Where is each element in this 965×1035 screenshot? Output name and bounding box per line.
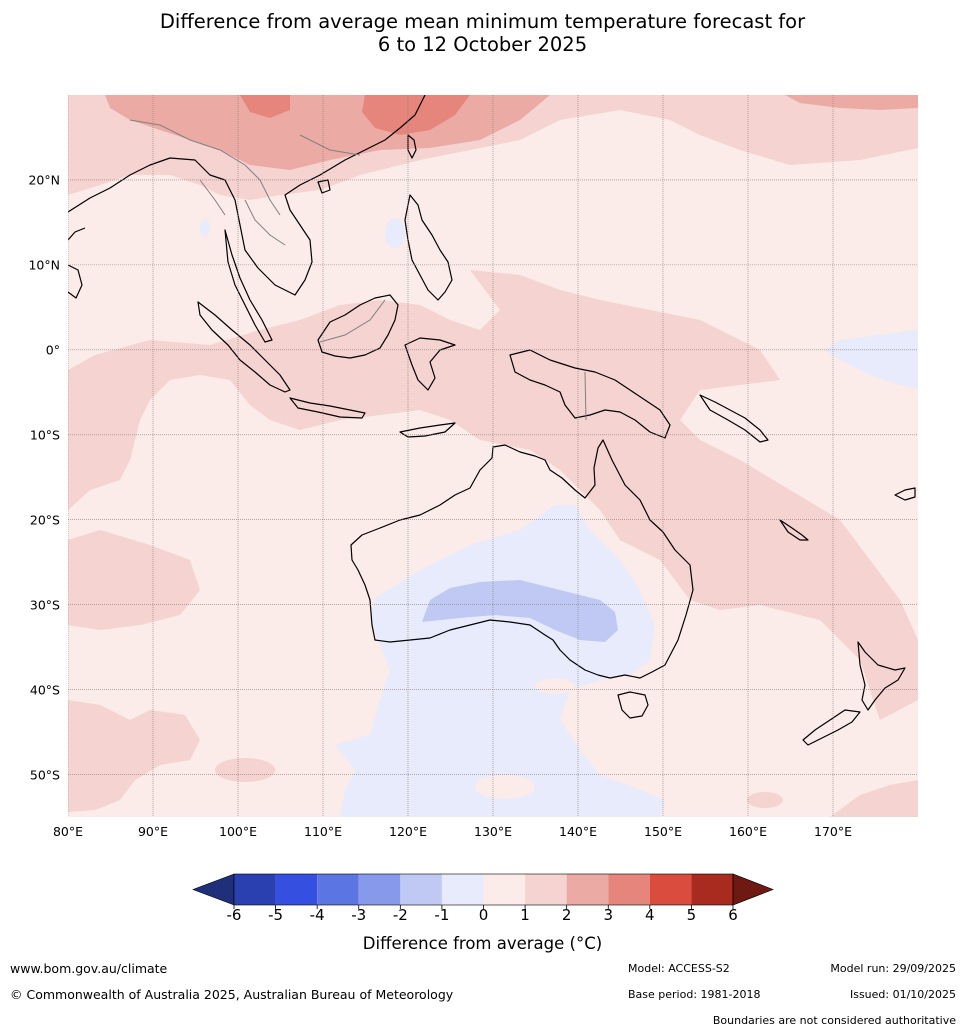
colorbar-segment [608,874,650,905]
coastline-new-caledonia [779,519,809,541]
coastline-india [68,227,86,241]
anomaly-region-southeast-warm [830,780,918,817]
latitude-label: 10°S [29,427,60,443]
latitude-label: 10°N [28,257,60,273]
anomaly-region-southern-australia-colder [422,580,618,642]
latitude-label: 40°S [29,682,60,698]
coastline-tasmania [617,691,649,719]
colorbar-segment [441,874,484,905]
colorbar-segment [234,874,276,905]
anomaly-region-small-cool [385,218,405,248]
coastline-java [289,397,366,419]
coastline-philippines [404,194,453,301]
country-borders [129,119,587,421]
colorbar-segment [400,874,442,905]
coastline-new-guinea [509,349,671,439]
anomaly-region-northeast-warm [785,95,918,110]
footer-base-period: Base period: 1981-2018 [628,988,761,1001]
colorbar-segment [317,874,359,905]
latitude-label: 20°S [29,512,60,528]
longitude-label: 120°E [388,824,428,839]
forecast-map [68,95,918,817]
longitude-label: 80°E [52,824,84,839]
title-line-1: Difference from average mean minimum tem… [159,10,806,33]
coastline-fiji [894,487,916,501]
border-southeast-asia [129,119,361,246]
footer-model: Model: ACCESS-S2 [628,962,730,975]
coastline-borneo [317,294,399,359]
colorbar-segment [525,874,567,905]
colorbar-tick-label: -4 [309,906,325,924]
anomaly-region-equatorial-band [68,270,918,720]
anomaly-region-southwest-warm [68,700,200,812]
colorbar-frame [233,873,734,906]
colorbar-segment [483,874,526,905]
coastlines [68,95,916,746]
footer-model-run: Model run: 29/09/2025 [830,962,956,975]
coastline-sulawesi [404,337,456,391]
colorbar-tick-label: 6 [728,906,738,924]
anomaly-region-southern-australia-cool [335,505,665,817]
coastline-solomon-islands [699,394,769,443]
longitude-label: 160°E [728,824,768,839]
colorbar-tick-label: -6 [226,906,242,924]
anomaly-region-east-china-hot [362,95,470,135]
colorbar-tick-label: 4 [645,906,655,924]
title-line-2: 6 to 12 October 2025 [377,33,588,56]
anomaly-region-indian-ocean-warm [68,530,200,630]
latitude-label: 50°S [29,767,60,783]
map-title: Difference from average mean minimum tem… [0,10,965,56]
anomaly-region-small-warm-2 [215,758,275,782]
coastline-southeast-asia [68,95,426,296]
colorbar-tick-label: 1 [520,906,530,924]
colorbar-under-arrow [192,873,235,906]
coastline-timor [399,422,456,438]
colorbar-tick-label: -5 [268,906,284,924]
footer-website: www.bom.gov.au/climate [10,961,168,976]
longitude-label: 170°E [813,824,853,839]
coastline-malay-peninsula [224,229,273,343]
coastline-australia [350,439,694,679]
colorbar-segment [691,874,733,905]
colorbar-tick-label: 2 [561,906,572,924]
anomaly-region-south-warm-patch-2 [475,775,535,799]
longitude-label: 140°E [558,824,598,839]
coastline-sri-lanka [68,264,83,299]
footer-disclaimer: Boundaries are not considered authoritat… [712,1014,956,1027]
colorbar-segment [566,874,609,905]
longitude-label: 100°E [218,824,258,839]
colorbar-over-arrow [732,873,774,906]
latitude-label: 0° [45,342,60,358]
border-new-guinea [584,371,587,421]
gridlines [68,95,918,817]
footer-copyright: © Commonwealth of Australia 2025, Austra… [10,987,454,1002]
anomaly-region-china-hot [240,95,290,118]
colorbar-tick-label: -3 [351,906,367,924]
longitude-label: 110°E [303,824,343,839]
coastline-new-zealand-south [802,709,861,746]
latitude-label: 20°N [28,172,60,188]
longitude-label: 90°E [137,824,169,839]
latitude-label: 30°S [29,597,60,613]
colorbar-segment [358,874,401,905]
longitude-label: 130°E [473,824,513,839]
anomaly-region-south-warm-patch [535,678,575,694]
border-borneo [319,299,386,343]
coastline-hainan [317,179,331,194]
colorbar-tick-label: -2 [392,906,408,924]
colorbar-segment [275,874,318,905]
anomaly-region-small-warm [747,792,783,808]
colorbar-tick-label: 0 [478,906,489,924]
coastline-new-zealand-north [857,641,906,711]
colorbar-segment [649,874,692,905]
longitude-label: 150°E [643,824,683,839]
colorbar-tick-label: 3 [603,906,614,924]
anomaly-region-small-cool-2 [200,220,210,236]
colorbar-label: Difference from average (°C) [362,934,603,953]
colorbar-tick-label: 5 [686,906,697,924]
anomaly-region-pacific-cool [825,330,918,388]
footer-issued: Issued: 01/10/2025 [849,988,956,1001]
colorbar-tick-label: -1 [434,906,450,924]
